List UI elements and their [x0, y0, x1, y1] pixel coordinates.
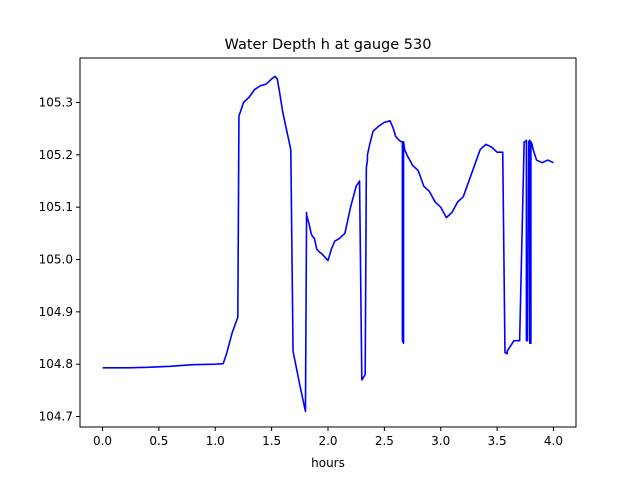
y-tick-label: 104.7: [39, 410, 73, 424]
x-tick-label: 4.0: [544, 434, 563, 448]
y-axis: 104.7 104.8 104.9 105.0 105.1 105.2 105.3: [39, 95, 80, 424]
x-tick-label: 2.5: [375, 434, 394, 448]
y-tick-label: 105.0: [39, 253, 73, 267]
series-line-0: [102, 75, 554, 413]
y-tick-label: 105.2: [39, 148, 73, 162]
x-tick-label: 3.5: [488, 434, 507, 448]
x-axis: 0.0 0.5 1.0 1.5 2.0 2.5 3.0 3.5 4.0: [93, 427, 563, 448]
plot-area: [102, 75, 554, 413]
x-tick-label: 0.0: [93, 434, 112, 448]
x-tick-label: 3.0: [431, 434, 450, 448]
x-tick-label: 1.5: [262, 434, 281, 448]
plot-frame: [79, 57, 577, 428]
x-axis-label: hours: [311, 456, 345, 470]
x-tick-label: 1.0: [206, 434, 225, 448]
chart-title: Water Depth h at gauge 530: [225, 37, 432, 53]
y-tick-label: 104.9: [39, 305, 73, 319]
y-tick-label: 104.8: [39, 357, 73, 371]
y-tick-label: 105.1: [39, 200, 73, 214]
y-tick-label: 105.3: [39, 95, 73, 109]
x-tick-label: 2.0: [318, 434, 337, 448]
x-tick-label: 0.5: [149, 434, 168, 448]
